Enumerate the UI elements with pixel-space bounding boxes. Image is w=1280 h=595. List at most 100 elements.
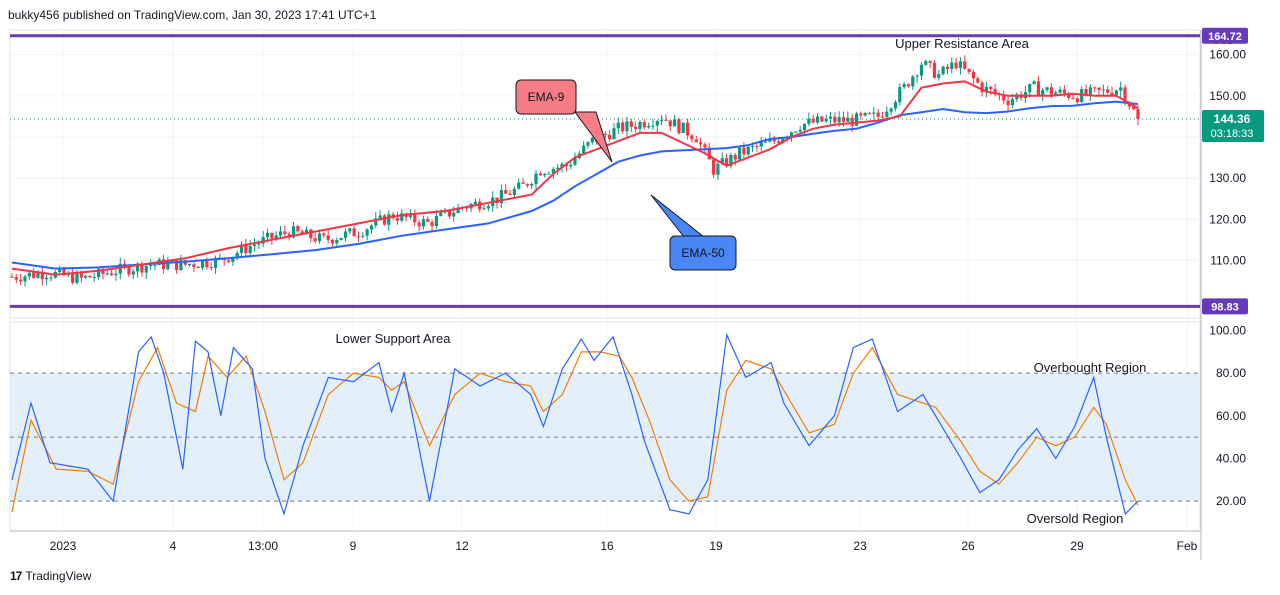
candle-body [945, 66, 950, 69]
current-price-value: 144.36 [1214, 112, 1251, 126]
candle-body [348, 228, 352, 232]
x-tick-label: 4 [170, 539, 177, 553]
candle-body [716, 163, 720, 175]
symbol-label[interactable]: Quant / United States Dollar, 4h, COINBA… [17, 38, 235, 50]
candle-body [642, 122, 646, 128]
candle-body [846, 117, 850, 122]
candle-body [508, 193, 512, 196]
candle-body [309, 229, 313, 239]
candle-body [707, 147, 711, 160]
candle-body [1071, 97, 1075, 99]
candle-body [430, 221, 434, 227]
candle-body [660, 119, 664, 122]
candle-body [447, 210, 452, 217]
candle-body [677, 119, 681, 134]
candle-body [378, 215, 382, 219]
candle-body [123, 263, 127, 266]
candle-body [53, 272, 57, 278]
candle-body [239, 244, 244, 253]
candle-body [456, 207, 460, 214]
stoch-tick-label: 100.00 [1209, 324, 1246, 338]
candle-body [465, 207, 469, 209]
candle-body [1006, 100, 1010, 106]
candle-body [495, 197, 499, 204]
candle-body [335, 240, 339, 244]
candle-body [71, 273, 75, 283]
candle-body [1110, 92, 1114, 95]
candle-body [478, 201, 482, 210]
candle-body [1093, 87, 1097, 89]
candle-body [1088, 87, 1092, 95]
price-tick-label: 110.00 [1210, 253, 1246, 267]
candle-body [257, 243, 261, 245]
candle-body [599, 134, 603, 142]
candle-body [647, 125, 651, 128]
candle-body [270, 232, 274, 239]
candle-body [517, 182, 521, 189]
price-tick-label: 150.00 [1209, 89, 1246, 103]
candle-body [885, 111, 889, 117]
candle-body [118, 263, 122, 274]
candle-body [1123, 87, 1127, 102]
candle-body [356, 236, 361, 238]
candle-body [460, 207, 464, 209]
candle-body [854, 113, 859, 126]
candle-body [97, 268, 101, 277]
candle-body [49, 277, 53, 279]
ema50-callout-label: EMA-50 [681, 246, 725, 260]
ema50-legend[interactable]: EMA (50, close, 0, EMA, 1) [17, 70, 150, 82]
stoch-k-line [11, 332, 1139, 516]
candle-body [183, 260, 187, 265]
candle-body [1062, 89, 1066, 94]
x-tick-label: 12 [455, 539, 469, 553]
candle-body [157, 259, 161, 265]
current-price-countdown: 03:18:33 [1211, 128, 1254, 140]
x-tick-label: 29 [1070, 539, 1084, 553]
ohlc-values: O144.36 H144.78 L143.82 C144.36 −0.01 (−… [237, 38, 491, 50]
candle-body [482, 208, 486, 210]
candle-body [603, 134, 607, 136]
candle-body [833, 116, 837, 123]
candle-body [23, 276, 27, 282]
candle-body [625, 121, 629, 132]
candle-body [872, 112, 876, 114]
candle-body [235, 252, 239, 257]
candle-body [798, 129, 802, 132]
candle-body [79, 273, 83, 278]
price-tick-label: 130.00 [1209, 171, 1246, 185]
stoch-pane [9, 321, 1201, 532]
x-tick-label: 13:00 [248, 539, 278, 553]
candle-body [92, 276, 96, 278]
candle-body [733, 155, 737, 160]
annotation-upper-resistance: Upper Resistance Area [895, 36, 1029, 51]
candle-body [387, 214, 391, 225]
candle-body [361, 235, 365, 237]
candle-body [807, 118, 811, 124]
candle-body [1101, 89, 1105, 91]
candle-body [287, 233, 291, 238]
candle-body [811, 118, 815, 123]
chart-legend: Quant / United States Dollar, 4h, COINBA… [17, 36, 491, 84]
candle-body [655, 121, 659, 126]
candle-body [569, 164, 573, 167]
candle-body [820, 116, 824, 122]
candle-body [815, 116, 820, 123]
candle-body [664, 119, 668, 121]
candle-body [200, 260, 205, 268]
candle-body [101, 268, 105, 274]
candle-body [859, 113, 863, 116]
ema50-callout-box [669, 235, 737, 271]
stoch-legend[interactable]: Stoch (14, 1, 3) [17, 327, 93, 339]
ema9-legend[interactable]: EMA (9, close) [17, 54, 89, 66]
candle-body [174, 260, 179, 271]
candle-body [153, 264, 157, 266]
candle-body [746, 146, 750, 155]
candle-body [937, 74, 941, 78]
candle-body [1045, 87, 1049, 91]
candle-body [408, 213, 413, 218]
candle-body [404, 213, 408, 218]
candle-body [612, 128, 616, 140]
candle-body [638, 122, 642, 129]
stoch-band [10, 373, 1200, 502]
